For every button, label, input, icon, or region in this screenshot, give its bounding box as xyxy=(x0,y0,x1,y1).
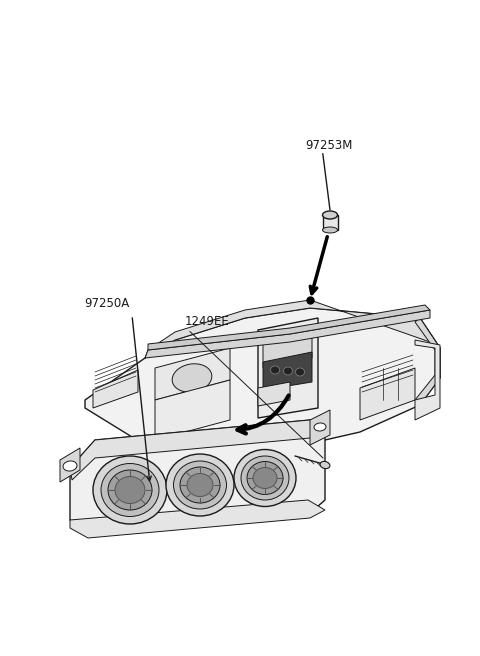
FancyBboxPatch shape xyxy=(183,401,201,419)
Polygon shape xyxy=(310,410,330,445)
Ellipse shape xyxy=(323,211,337,219)
Ellipse shape xyxy=(172,364,212,392)
Polygon shape xyxy=(258,318,318,418)
Polygon shape xyxy=(258,382,290,406)
Ellipse shape xyxy=(166,454,234,516)
Ellipse shape xyxy=(115,476,145,504)
Ellipse shape xyxy=(180,467,220,503)
Polygon shape xyxy=(93,370,138,408)
Ellipse shape xyxy=(234,449,296,506)
Ellipse shape xyxy=(241,456,289,500)
Polygon shape xyxy=(148,305,430,350)
Ellipse shape xyxy=(323,227,337,233)
Ellipse shape xyxy=(101,464,159,516)
Polygon shape xyxy=(415,340,440,420)
Text: 1249EE: 1249EE xyxy=(185,315,229,328)
Ellipse shape xyxy=(173,461,227,509)
Polygon shape xyxy=(155,380,230,440)
Ellipse shape xyxy=(253,468,277,489)
Text: 97250A: 97250A xyxy=(84,297,129,310)
Ellipse shape xyxy=(296,368,304,376)
Polygon shape xyxy=(263,352,312,390)
Ellipse shape xyxy=(284,367,292,375)
Ellipse shape xyxy=(271,366,279,374)
Polygon shape xyxy=(415,318,440,405)
Ellipse shape xyxy=(108,470,152,510)
Polygon shape xyxy=(70,420,325,480)
Polygon shape xyxy=(70,500,325,538)
Ellipse shape xyxy=(247,462,283,495)
Polygon shape xyxy=(360,368,415,420)
Polygon shape xyxy=(85,308,440,448)
Polygon shape xyxy=(155,348,230,400)
Ellipse shape xyxy=(314,423,326,431)
Ellipse shape xyxy=(320,461,330,468)
Polygon shape xyxy=(60,448,80,482)
Polygon shape xyxy=(145,300,440,358)
Ellipse shape xyxy=(93,456,167,524)
Polygon shape xyxy=(263,327,312,368)
Polygon shape xyxy=(145,310,430,358)
Ellipse shape xyxy=(187,474,213,497)
Text: 97253M: 97253M xyxy=(305,139,352,152)
Polygon shape xyxy=(323,215,338,230)
Ellipse shape xyxy=(63,461,77,471)
Polygon shape xyxy=(70,420,325,535)
